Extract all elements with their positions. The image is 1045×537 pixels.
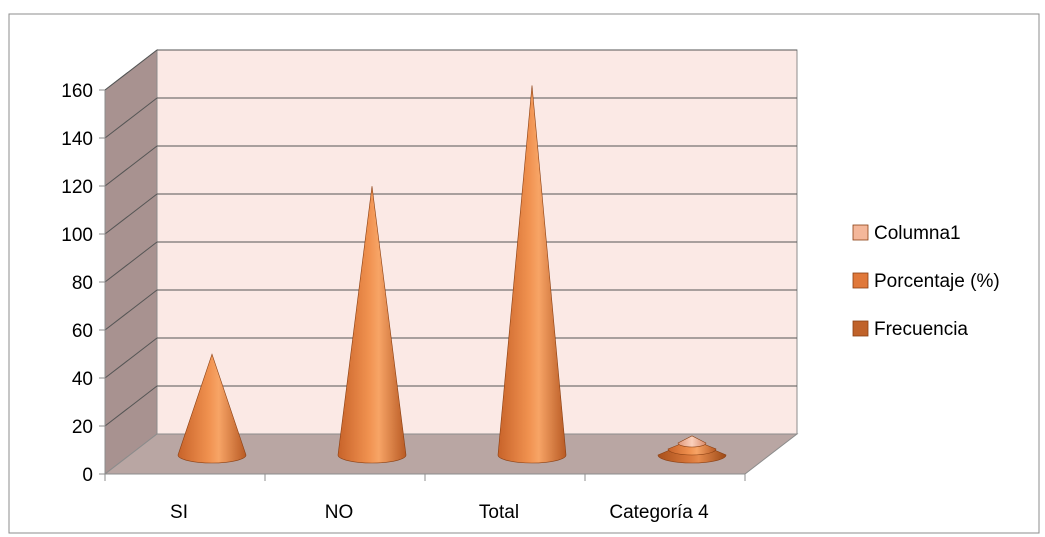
y-tick-label: 40 (72, 369, 93, 390)
y-tick-label: 60 (72, 321, 93, 342)
x-tick-label: Total (479, 502, 519, 523)
cone-body (177, 353, 247, 464)
cone-body (677, 435, 707, 448)
cone-body (497, 85, 567, 464)
legend-swatch (852, 320, 869, 337)
x-axis-ticks: SI NO Total Categoría 4 (104, 474, 746, 523)
x-tick-label: Categoría 4 (609, 502, 709, 523)
y-tick-label: 120 (61, 177, 93, 198)
gridline-side (104, 193, 158, 235)
gridline-side (104, 289, 158, 331)
cone-body (337, 186, 407, 464)
cone-porcentaje--0 (177, 353, 247, 464)
y-tick-label: 160 (61, 81, 93, 102)
y-tick-label: 100 (61, 225, 93, 246)
x-tick-label: SI (170, 502, 188, 523)
y-axis-ticks: 0 20 40 60 80 100 120 140 160 (61, 81, 105, 486)
legend-swatch (852, 272, 869, 289)
gridline-side (104, 97, 158, 139)
cone-series (177, 85, 727, 464)
gridline-side (104, 145, 158, 187)
legend-swatch (852, 224, 869, 241)
gridlines (104, 49, 797, 427)
x-tick-label: NO (325, 502, 354, 523)
gridline-side (104, 241, 158, 283)
gridline-side (104, 49, 158, 91)
gridline-side (104, 337, 158, 379)
y-tick-label: 0 (82, 465, 93, 486)
y-tick-label: 80 (72, 273, 93, 294)
legend: Columna1 Porcentaje (%) Frecuencia (852, 223, 1000, 340)
legend-label: Porcentaje (%) (874, 271, 1000, 292)
cone-porcentaje--1 (337, 186, 407, 464)
cone-porcentaje--2 (497, 85, 567, 464)
y-tick-label: 140 (61, 129, 93, 150)
cone-columna1-3 (677, 435, 707, 448)
gridline-side (104, 385, 158, 427)
legend-label: Frecuencia (874, 319, 968, 340)
legend-label: Columna1 (874, 223, 961, 244)
y-tick-label: 20 (72, 417, 93, 438)
